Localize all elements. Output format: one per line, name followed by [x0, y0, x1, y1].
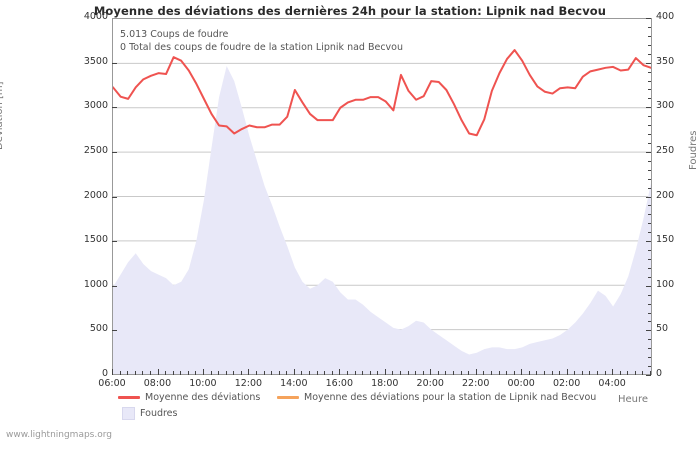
legend-swatch-deviation-station: [277, 396, 299, 399]
plot-area: [112, 18, 652, 375]
y-axis-left-tick: 3000: [83, 100, 108, 112]
x-axis-label: Heure: [618, 394, 649, 405]
legend-item-deviation-mean[interactable]: Moyenne des déviations: [118, 392, 260, 403]
x-axis-tick: 08:00: [143, 378, 172, 389]
x-axis-tick: 22:00: [462, 378, 490, 389]
legend-label-deviation-station: Moyenne des déviations pour la station d…: [304, 392, 597, 403]
legend-item-deviation-station[interactable]: Moyenne des déviations pour la station d…: [277, 392, 596, 403]
legend-label-lightning: Foudres: [140, 408, 178, 419]
y-axis-left-tick: 4000: [83, 11, 108, 22]
chart-legend: Moyenne des déviations Moyenne des dévia…: [112, 392, 672, 422]
plot-svg: [113, 49, 651, 374]
y-axis-right-ticks: 0 50 100 150 200 250 300 350 400: [656, 0, 700, 450]
y-axis-right-tick: 200: [656, 189, 675, 201]
y-axis-right-tick: 100: [656, 278, 675, 290]
legend-swatch-deviation-mean: [118, 396, 140, 399]
y-axis-left-ticks: 0 500 1000 1500 2000 2500 3000 3500 4000: [64, 0, 108, 450]
plot-annotation: 5.013 Coups de foudre 0 Total des coups …: [120, 28, 403, 54]
legend-swatch-lightning: [122, 407, 135, 420]
y-axis-left-tick: 0: [101, 368, 108, 379]
y-axis-left-tick: 1500: [83, 234, 108, 246]
y-axis-right-tick: 150: [656, 234, 675, 246]
footer-url: www.lightningmaps.org: [6, 430, 112, 440]
x-axis-tick: 16:00: [325, 378, 353, 389]
y-axis-right-tick: 400: [656, 11, 675, 22]
y-axis-right-tick: 350: [656, 55, 675, 67]
x-axis-tick: 06:00: [98, 378, 126, 389]
y-axis-left-tick: 2500: [83, 144, 108, 156]
y-axis-right-tick: 300: [656, 100, 675, 112]
x-axis-tick: 10:00: [189, 378, 217, 389]
x-axis-tick: 14:00: [280, 378, 308, 389]
legend-label-deviation-mean: Moyenne des déviations: [145, 392, 261, 403]
annotation-line-1: 5.013 Coups de foudre: [120, 29, 229, 40]
y-axis-left-tick: 2000: [83, 189, 108, 201]
y-axis-left-tick: 500: [89, 323, 108, 335]
chart-title: Moyenne des déviations des dernières 24h…: [93, 4, 607, 18]
x-axis-tick: 00:00: [507, 378, 535, 389]
x-axis-tick: 12:00: [234, 378, 263, 389]
legend-item-lightning[interactable]: Foudres: [122, 407, 177, 420]
x-axis-tick: 20:00: [416, 378, 444, 389]
y-axis-right-tick: 0: [656, 368, 663, 379]
x-axis-tick: 02:00: [552, 378, 581, 389]
y-axis-right-tick: 250: [656, 144, 675, 156]
y-axis-left-tick: 1000: [83, 278, 108, 290]
annotation-line-2: 0 Total des coups de foudre de la statio…: [120, 42, 404, 53]
y-axis-right-tick: 50: [656, 323, 669, 335]
y-axis-left-label: Déviation [m]: [0, 81, 5, 150]
x-axis-tick: 04:00: [598, 378, 626, 389]
x-axis-tick: 18:00: [371, 378, 399, 389]
y-axis-left-tick: 3500: [83, 55, 108, 67]
